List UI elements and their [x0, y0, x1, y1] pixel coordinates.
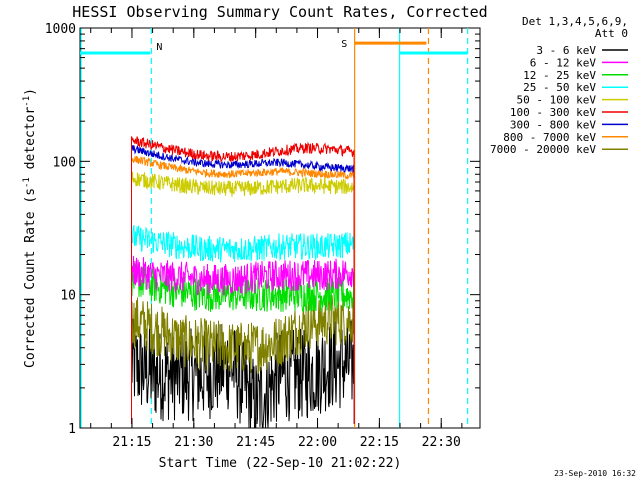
series-line: [131, 295, 355, 425]
series-line: [131, 136, 355, 425]
legend-label: 25 - 50 keV: [523, 81, 596, 94]
series-line: [131, 318, 355, 429]
footer-date: 23-Sep-2010 16:32: [554, 469, 636, 478]
y-tick-label: 100: [53, 155, 76, 170]
y-axis-label: Corrected Count Rate (s-1 detector-1): [22, 88, 38, 368]
state-bar-label: S: [341, 39, 347, 50]
y-tick-label: 10: [60, 289, 76, 304]
legend-label: 800 - 7000 keV: [503, 131, 596, 144]
x-tick-label: 21:30: [174, 435, 213, 450]
series-line: [131, 155, 355, 425]
marker-label: N: [156, 42, 162, 53]
series-line: [131, 171, 355, 425]
legend-label: 50 - 100 keV: [517, 94, 597, 107]
x-tick-label: 22:30: [422, 435, 461, 450]
state-bars: S: [80, 39, 468, 55]
y-axis-label-sup1: -1: [22, 177, 32, 188]
y-tick-label: 1000: [45, 22, 76, 37]
series-line: [131, 144, 355, 425]
axes: 1 10 100 1000 21:15 21:30 21:45 22:00 22:15 22:30: [45, 22, 480, 450]
legend-label: 7000 - 20000 keV: [490, 143, 596, 156]
x-axis-label: Start Time (22-Sep-10 21:02:22): [159, 456, 402, 471]
series-line: [131, 224, 355, 425]
x-tick-label: 22:00: [298, 435, 337, 450]
legend-header: Det 1,3,4,5,6,9,: [522, 15, 628, 28]
legend-header: Att 0: [595, 27, 628, 40]
y-axis-label-part3: ): [23, 88, 38, 96]
x-tick-label: 21:45: [236, 435, 275, 450]
y-tick-label: 1: [68, 422, 76, 437]
plot-frame: [79, 27, 481, 429]
y-axis-label-sup2: -1: [22, 96, 32, 107]
y-axis-label-part1: Corrected Count Rate (s: [23, 188, 38, 368]
chart-title: HESSI Observing Summary Count Rates, Cor…: [72, 3, 487, 21]
x-tick-label: 21:15: [112, 435, 151, 450]
x-tick-label: 22:15: [360, 435, 399, 450]
legend-label: 300 - 800 keV: [510, 118, 596, 131]
series-lines: [131, 136, 355, 429]
series-line: [131, 255, 355, 425]
legend-label: 100 - 300 keV: [510, 106, 596, 119]
legend-label: 6 - 12 keV: [530, 56, 597, 69]
legend-label: 3 - 6 keV: [536, 44, 596, 57]
legend-label: 12 - 25 keV: [523, 69, 596, 82]
y-axis-label-part2: detector: [23, 107, 38, 178]
